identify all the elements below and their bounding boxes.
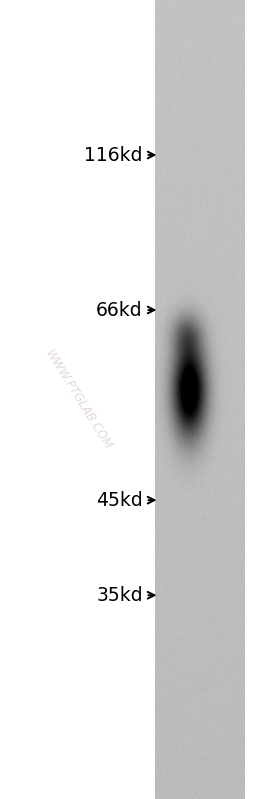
Text: 116kd: 116kd (84, 145, 143, 165)
Text: WWW.PTGLAB.COM: WWW.PTGLAB.COM (43, 348, 114, 451)
Text: 45kd: 45kd (96, 491, 143, 510)
Text: 35kd: 35kd (96, 586, 143, 605)
Text: 66kd: 66kd (96, 300, 143, 320)
